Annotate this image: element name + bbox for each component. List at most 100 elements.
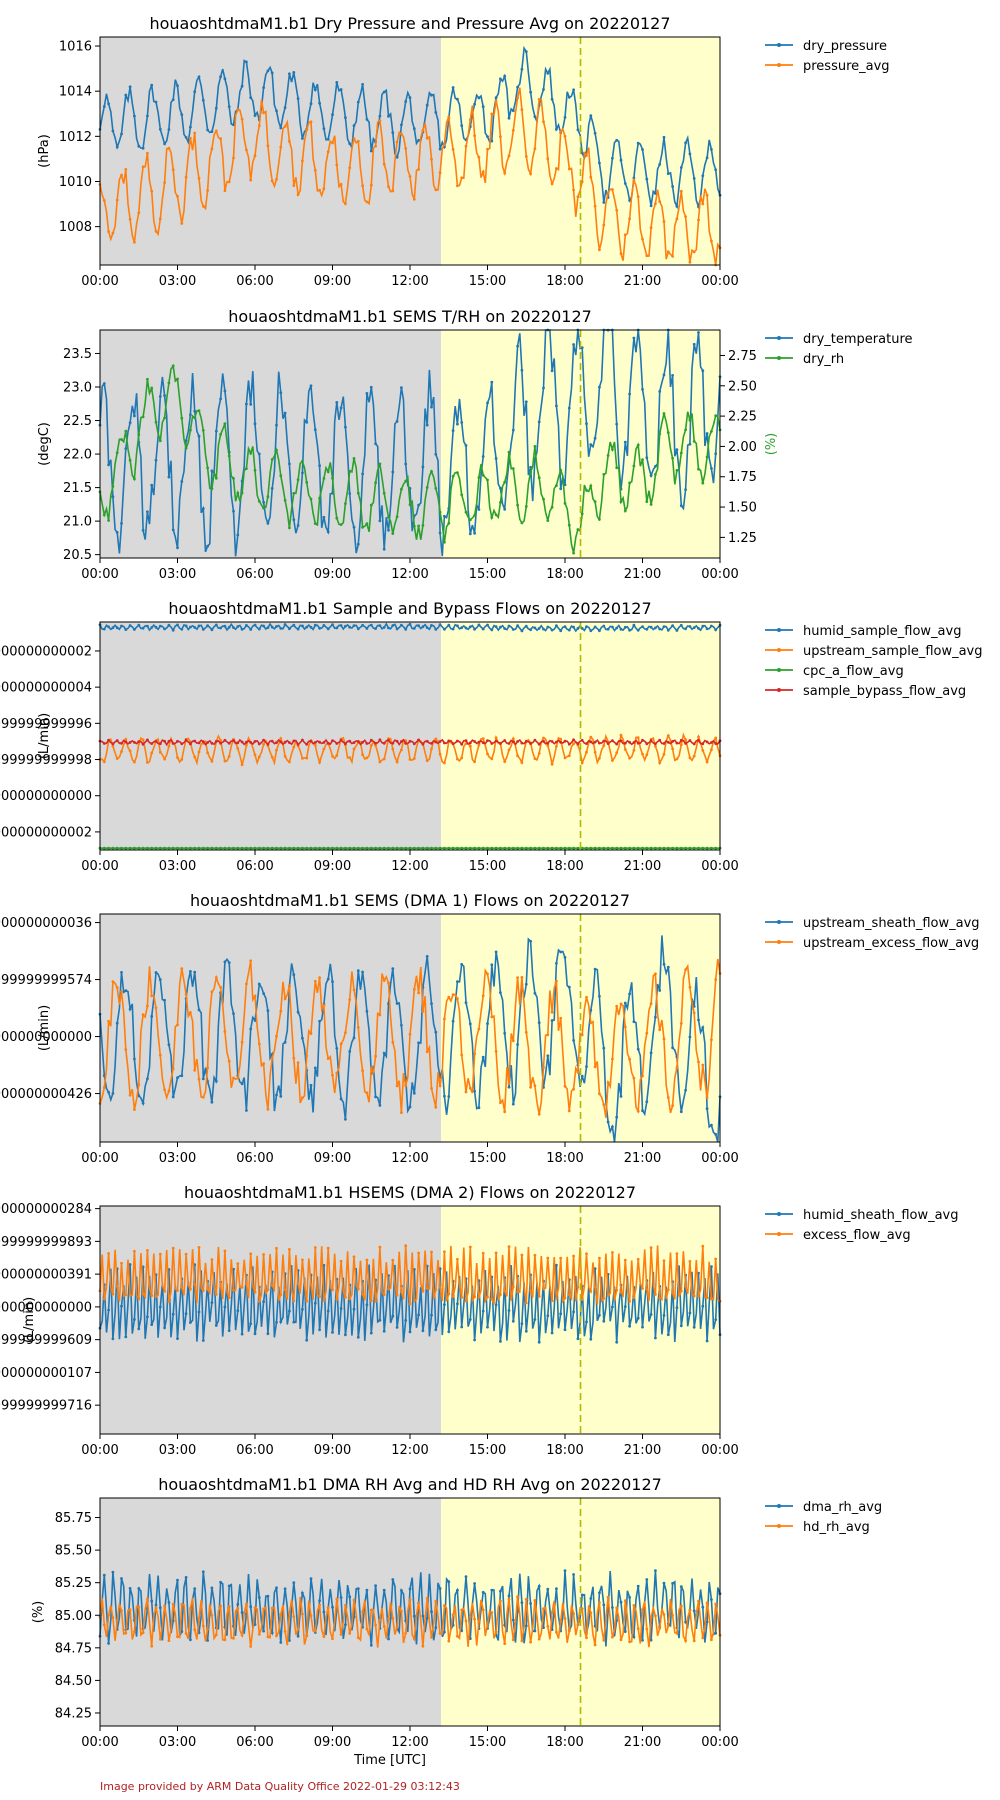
data-point: [490, 1015, 494, 1019]
data-point: [184, 993, 188, 996]
data-point: [382, 846, 386, 850]
data-point: [227, 105, 231, 108]
y-tick-label: 0.80000000000000004: [0, 681, 92, 696]
data-point: [593, 1285, 597, 1289]
data-point: [257, 1299, 261, 1303]
data-point: [210, 1100, 214, 1104]
data-point: [158, 978, 162, 981]
data-point: [163, 181, 167, 185]
data-point: [412, 1299, 416, 1302]
data-point: [563, 1296, 567, 1300]
data-point: [451, 627, 455, 631]
data-point: [546, 1033, 550, 1037]
data-point: [339, 1596, 343, 1599]
data-point: [649, 1638, 653, 1642]
data-point: [486, 972, 489, 976]
data-point: [219, 397, 223, 401]
data-point: [623, 741, 627, 745]
data-point: [714, 1257, 718, 1261]
data-point: [335, 742, 339, 745]
data-point: [158, 217, 162, 221]
data-point: [641, 237, 644, 241]
data-point: [313, 1301, 317, 1305]
data-point: [460, 124, 464, 127]
data-point: [662, 220, 666, 224]
data-point: [210, 469, 214, 473]
data-point: [356, 1636, 360, 1640]
data-point: [305, 742, 309, 746]
data-point: [499, 1101, 502, 1104]
data-point: [387, 846, 390, 850]
data-point: [425, 103, 429, 107]
data-point: [288, 984, 291, 988]
data-point: [257, 1042, 261, 1046]
data-point: [365, 522, 369, 526]
data-point: [391, 1258, 395, 1262]
data-point: [447, 1330, 451, 1334]
data-point: [649, 625, 653, 629]
data-point: [619, 846, 623, 850]
data-point: [236, 625, 240, 628]
data-point: [150, 742, 154, 745]
data-point: [460, 1325, 464, 1329]
data-point: [326, 530, 330, 534]
data-point: [628, 217, 631, 221]
data-point: [197, 750, 201, 754]
data-point: [425, 423, 429, 427]
data-point: [598, 756, 601, 760]
data-point: [339, 1042, 343, 1046]
data-point: [189, 625, 192, 629]
data-point: [279, 145, 283, 149]
data-point: [102, 1297, 106, 1301]
series-markers-sample_bypass_flow_avg: [98, 738, 722, 746]
legend-label: pressure_avg: [803, 59, 890, 74]
data-point: [223, 1249, 227, 1253]
data-point: [348, 998, 352, 1001]
data-point: [236, 1607, 240, 1610]
x-tick-label: 15:00: [469, 274, 506, 289]
data-point: [598, 1092, 601, 1096]
data-point: [236, 1309, 240, 1313]
data-point: [421, 846, 425, 850]
data-point: [374, 1299, 377, 1303]
data-point: [400, 748, 403, 752]
data-point: [146, 1004, 149, 1008]
data-point: [257, 452, 261, 456]
data-point: [348, 1595, 352, 1599]
data-point: [503, 171, 507, 175]
legend-marker: [777, 668, 781, 672]
data-point: [365, 846, 369, 850]
data-point: [520, 976, 524, 979]
x-tick-label: 03:00: [159, 1443, 196, 1458]
data-point: [697, 1294, 700, 1298]
data-point: [245, 1109, 248, 1112]
data-point: [236, 747, 240, 750]
data-point: [550, 740, 554, 743]
data-point: [490, 757, 494, 761]
x-tick-label: 09:00: [314, 567, 351, 582]
data-point: [533, 445, 537, 448]
data-point: [550, 1331, 554, 1335]
data-point: [124, 1335, 128, 1339]
data-point: [236, 1262, 240, 1265]
data-point: [339, 183, 343, 186]
data-point: [197, 409, 201, 412]
data-point: [232, 509, 235, 513]
data-point: [158, 846, 162, 850]
data-point: [572, 742, 575, 746]
data-point: [533, 991, 537, 995]
data-point: [636, 1257, 640, 1261]
data-point: [344, 116, 347, 119]
data-point: [516, 96, 519, 100]
data-point: [408, 96, 412, 99]
data-point: [662, 373, 666, 377]
data-point: [395, 846, 399, 850]
data-point: [189, 125, 192, 129]
data-point: [572, 738, 575, 742]
data-point: [223, 1305, 227, 1309]
data-point: [158, 1053, 162, 1057]
data-point: [331, 1637, 334, 1641]
legend-label: excess_flow_avg: [803, 1228, 911, 1243]
data-point: [146, 1315, 149, 1319]
